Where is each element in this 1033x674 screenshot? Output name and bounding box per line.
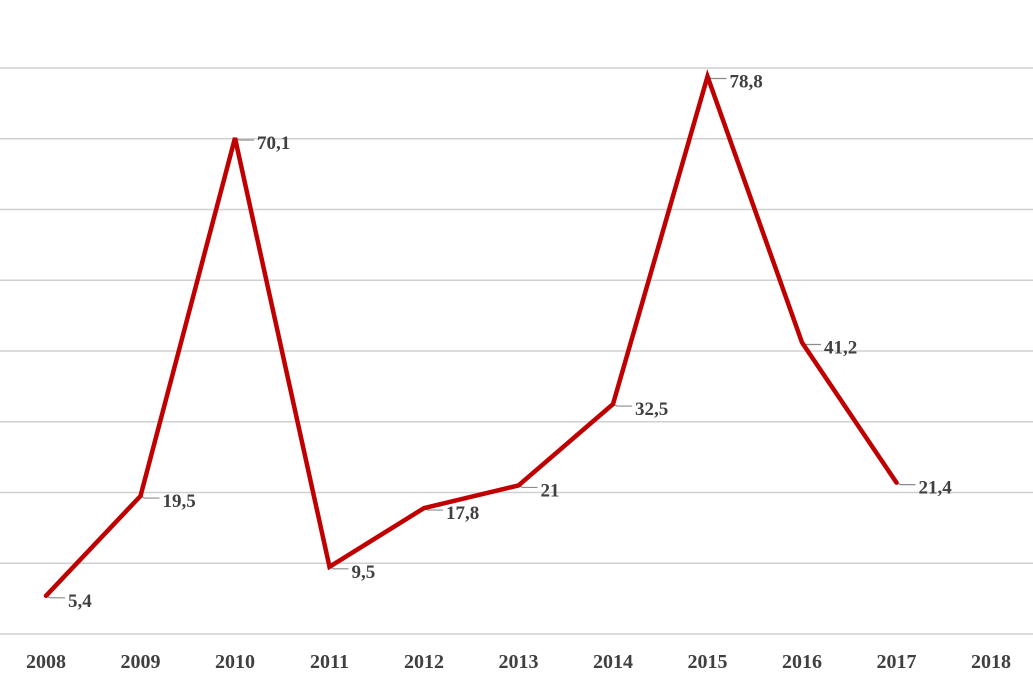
data-label: 5,4: [68, 591, 92, 612]
x-tick-label: 2013: [499, 651, 539, 673]
x-tick-label: 2011: [310, 651, 349, 673]
leader-line: [896, 482, 916, 486]
x-tick-label: 2017: [877, 651, 917, 673]
data-label: 9,5: [352, 562, 376, 583]
x-tick-label: 2009: [121, 651, 161, 673]
data-label: 17,8: [446, 503, 479, 524]
x-tick-label: 2010: [215, 651, 255, 673]
data-label: 78,8: [730, 71, 763, 92]
data-label: 70,1: [257, 133, 290, 154]
data-label: 32,5: [635, 399, 668, 420]
data-labels: 5,4 19,5 70,1 9,5 17,8 21 32,5 78,8 41,2 21,4: [68, 71, 952, 611]
data-label: 19,5: [163, 491, 196, 512]
x-tick-label: 2018: [971, 651, 1011, 673]
series-line: [43, 69, 899, 599]
x-tick-label: 2014: [593, 651, 633, 673]
leader-line: [140, 495, 160, 499]
gridlines: [0, 67, 1033, 635]
leader-line: [45, 595, 65, 599]
data-label: 21,4: [919, 478, 953, 499]
data-label: 41,2: [824, 338, 857, 359]
data-label: 21: [541, 480, 560, 501]
x-tick-label: 2015: [688, 651, 728, 673]
data-label-leaders: [45, 75, 916, 599]
x-axis-tick-labels: 2008 2009 2010 2011 2012 2013 2014 2015 2016 2017…: [26, 651, 1011, 673]
x-tick-label: 2012: [404, 651, 444, 673]
leader-line: [612, 403, 632, 407]
x-tick-label: 2008: [26, 651, 66, 673]
x-tick-label: 2016: [782, 651, 822, 673]
